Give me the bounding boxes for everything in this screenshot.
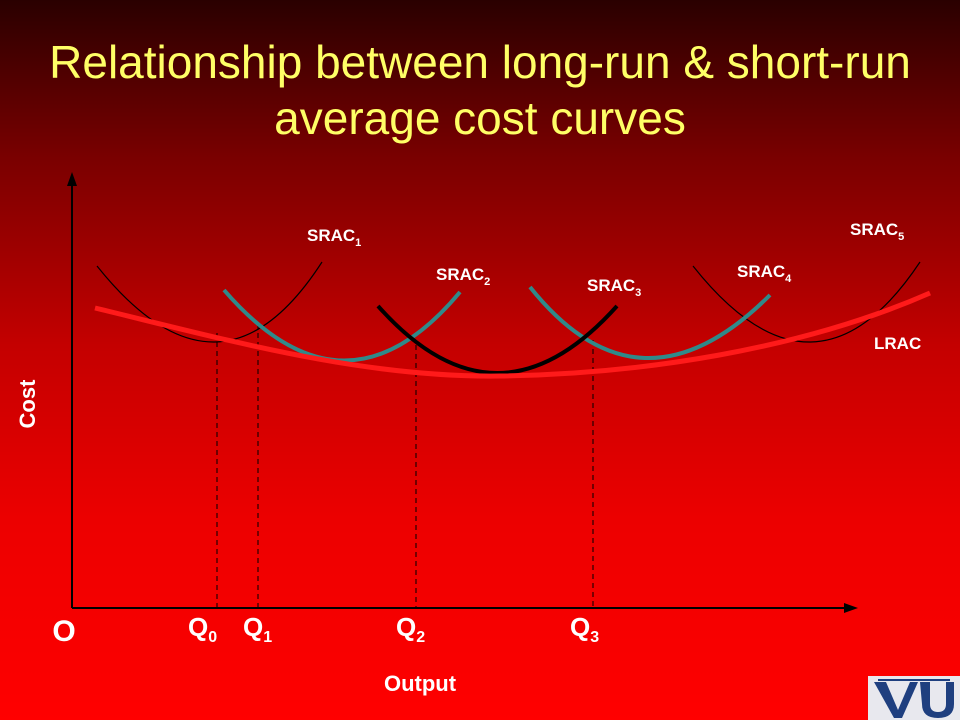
slide-title: Relationship between long-run & short-ru… [49,36,911,144]
srac5-curve [692,261,921,343]
srac5-label: SRAC5 [850,220,904,243]
x-axis-arrow [844,603,858,613]
srac2-curve [222,288,462,363]
lrac-label: LRAC [874,334,921,353]
vu-logo [868,676,960,720]
y-axis-arrow [67,172,77,186]
srac3-curve [376,304,619,375]
srac3-label: SRAC3 [587,276,641,299]
lrac-curve [94,290,932,379]
origin-label: O [52,615,75,648]
q1-label: Q1 [243,612,272,646]
q2-label: Q2 [396,612,425,646]
vu-logo-mark [868,676,960,720]
y-axis-label: Cost [15,379,40,429]
x-axis-label: Output [384,671,457,696]
q0-label: Q0 [188,612,217,646]
q3-label: Q3 [570,612,599,646]
srac4-curve [528,285,772,360]
srac1-label: SRAC1 [307,226,361,249]
srac4-label: SRAC4 [737,262,792,285]
srac1-curve [96,261,323,343]
srac2-label: SRAC2 [436,265,490,288]
